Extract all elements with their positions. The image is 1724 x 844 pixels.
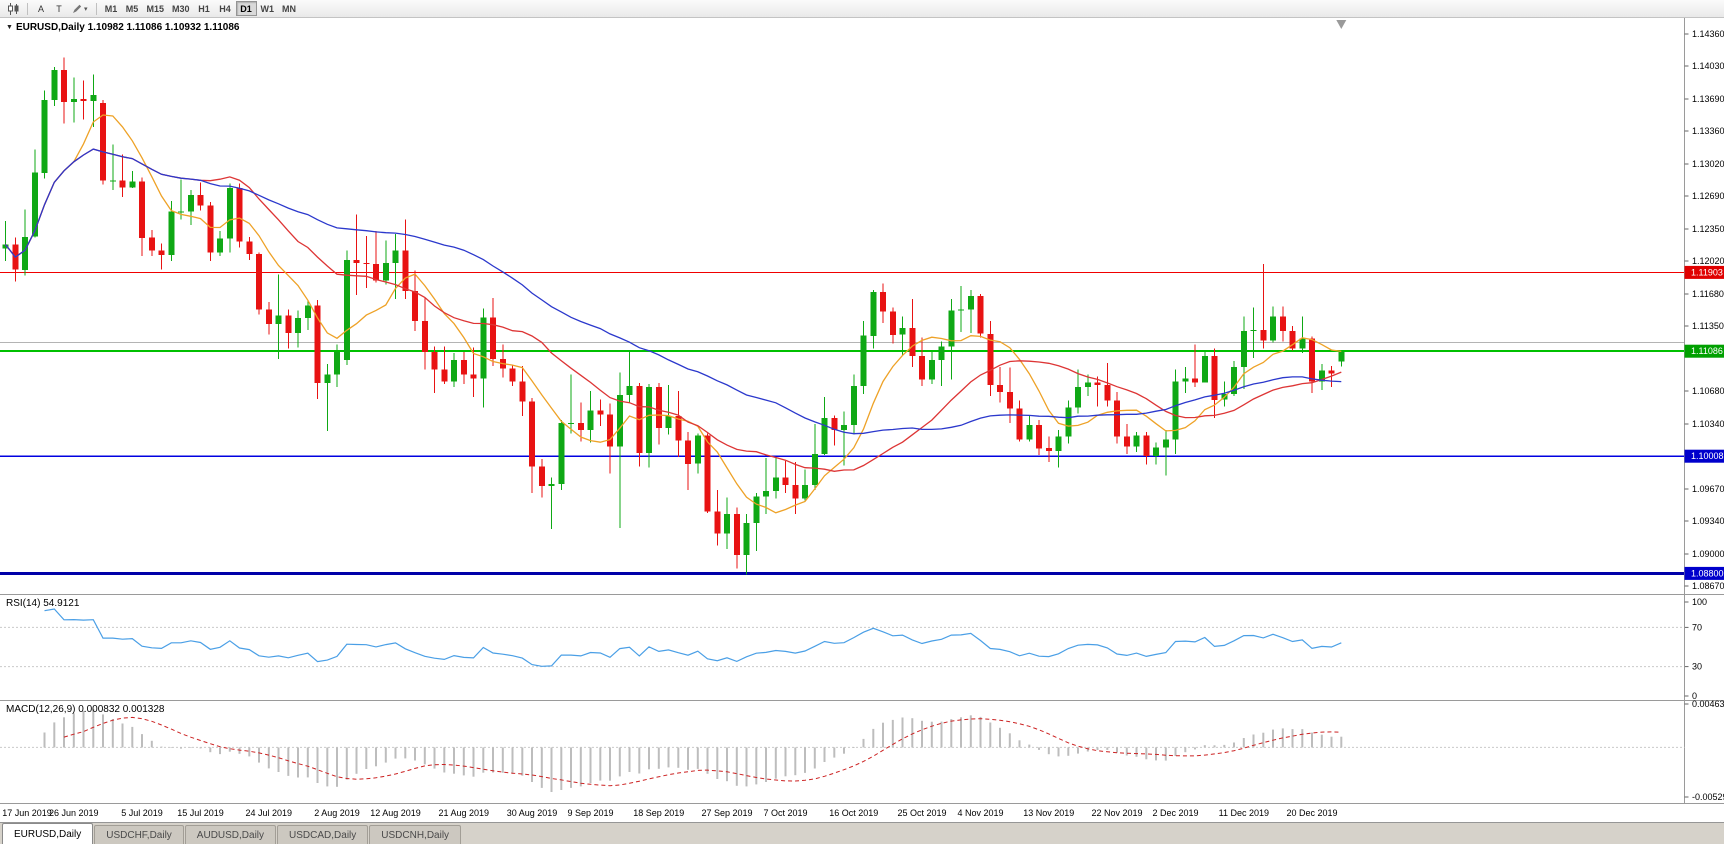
text-label-tool-button[interactable]: A — [37, 3, 44, 14]
svg-text:1.10008: 1.10008 — [1691, 451, 1724, 461]
svg-text:0: 0 — [1692, 691, 1697, 701]
svg-text:20 Dec 2019: 20 Dec 2019 — [1286, 808, 1337, 818]
svg-text:11 Dec 2019: 11 Dec 2019 — [1219, 808, 1269, 818]
svg-text:2 Aug 2019: 2 Aug 2019 — [314, 808, 360, 818]
svg-text:1.12020: 1.12020 — [1692, 256, 1724, 266]
svg-text:12 Aug 2019: 12 Aug 2019 — [370, 808, 421, 818]
svg-text:1.11903: 1.11903 — [1691, 267, 1723, 277]
svg-text:1.09670: 1.09670 — [1692, 484, 1724, 494]
tab-usdcnh-daily[interactable]: USDCNH,Daily — [369, 825, 462, 844]
chart-tabs-bar: EURUSD,Daily USDCHF,Daily AUDUSD,Daily U… — [0, 822, 1724, 844]
chart-shift-marker[interactable] — [1336, 20, 1347, 29]
macd-indicator-label: MACD(12,26,9) 0.000832 0.001328 — [6, 704, 165, 715]
svg-text:1.09000: 1.09000 — [1692, 549, 1724, 559]
tab-audusd-daily[interactable]: AUDUSD,Daily — [184, 825, 277, 844]
svg-text:2 Dec 2019: 2 Dec 2019 — [1152, 808, 1198, 818]
svg-text:21 Aug 2019: 21 Aug 2019 — [439, 808, 490, 818]
panel-separators — [0, 18, 1724, 804]
moving-average-8-line — [4, 114, 1342, 514]
toolbar-separator — [27, 2, 28, 15]
svg-text:16 Oct 2019: 16 Oct 2019 — [829, 808, 878, 818]
top-toolbar: A T ▾ M1 M5 M15 M30 H1 H4 D1 W1 MN — [0, 0, 1724, 18]
tab-usdcad-daily[interactable]: USDCAD,Daily — [277, 825, 369, 844]
svg-text:1.12690: 1.12690 — [1692, 191, 1724, 201]
svg-text:7 Oct 2019: 7 Oct 2019 — [763, 808, 807, 818]
svg-text:1.14030: 1.14030 — [1692, 61, 1724, 71]
price-axis-badges: 1.11903 1.11086 1.10008 1.08800 — [1684, 265, 1724, 580]
timeframe-mn-button[interactable]: MN — [282, 3, 297, 14]
pencil-icon — [73, 4, 82, 13]
svg-text:1.11350: 1.11350 — [1692, 321, 1724, 331]
svg-text:22 Nov 2019: 22 Nov 2019 — [1091, 808, 1142, 818]
chart-type-candles-button[interactable] — [4, 1, 23, 16]
timeframe-m15-button[interactable]: M15 — [146, 3, 165, 14]
timeframe-m30-button[interactable]: M30 — [172, 3, 190, 14]
svg-text:25 Oct 2019: 25 Oct 2019 — [897, 808, 946, 818]
draw-tool-button[interactable]: ▾ — [68, 1, 92, 16]
svg-text:30 Aug 2019: 30 Aug 2019 — [507, 808, 558, 818]
svg-text:13 Nov 2019: 13 Nov 2019 — [1023, 808, 1074, 818]
timeframe-w1-button[interactable]: W1 — [260, 3, 275, 14]
svg-text:9 Sep 2019: 9 Sep 2019 — [567, 808, 613, 818]
svg-text:1.08670: 1.08670 — [1692, 581, 1724, 591]
chart-title-text: EURUSD,Daily 1.10982 1.11086 1.10932 1.1… — [15, 22, 240, 33]
svg-text:0.00463: 0.00463 — [1692, 699, 1724, 709]
svg-text:1.13020: 1.13020 — [1692, 159, 1724, 169]
svg-text:1.10340: 1.10340 — [1692, 419, 1724, 429]
horizontal-level-lines[interactable] — [0, 271, 1685, 575]
svg-text:5 Jul 2019: 5 Jul 2019 — [121, 808, 163, 818]
tab-usdchf-daily[interactable]: USDCHF,Daily — [94, 825, 184, 844]
svg-text:1.13690: 1.13690 — [1692, 94, 1724, 104]
timeframe-h1-button[interactable]: H1 — [198, 3, 210, 14]
svg-text:17 Jun 2019: 17 Jun 2019 — [2, 808, 52, 818]
moving-average-45-line — [4, 148, 1342, 435]
svg-text:30: 30 — [1692, 662, 1702, 672]
axis-scale-labels: 1.14360 1.14030 1.13690 1.13360 1.13020 1.126… — [1684, 29, 1724, 802]
macd-histogram — [43, 708, 1343, 792]
rsi-indicator-label: RSI(14) 54.9121 — [6, 598, 80, 609]
chart-title[interactable]: ▼ EURUSD,Daily 1.10982 1.11086 1.10932 1.… — [6, 22, 239, 33]
timeframe-h4-button[interactable]: H4 — [219, 3, 231, 14]
svg-text:70: 70 — [1692, 622, 1702, 632]
text-tool-button[interactable]: T — [56, 3, 62, 14]
svg-text:1.11086: 1.11086 — [1691, 346, 1723, 356]
svg-text:1.13360: 1.13360 — [1692, 126, 1724, 136]
svg-text:24 Jul 2019: 24 Jul 2019 — [246, 808, 293, 818]
chevron-down-icon: ▾ — [84, 5, 88, 13]
timeframe-m1-button[interactable]: M1 — [104, 3, 118, 14]
svg-text:1.08800: 1.08800 — [1691, 568, 1724, 578]
svg-text:1.12350: 1.12350 — [1692, 224, 1724, 234]
svg-text:1.09340: 1.09340 — [1692, 516, 1724, 526]
svg-text:1.11680: 1.11680 — [1692, 289, 1724, 299]
svg-text:27 Sep 2019: 27 Sep 2019 — [701, 808, 752, 818]
ohlc-dropdown-icon[interactable]: ▼ — [6, 24, 13, 31]
macd-signal-line — [63, 716, 1342, 787]
timeframe-d1-button[interactable]: D1 — [235, 1, 257, 16]
chart-area[interactable]: 1.14360 1.14030 1.13690 1.13360 1.13020 1.126… — [0, 18, 1724, 822]
candlestick-icon — [8, 2, 19, 15]
svg-text:18 Sep 2019: 18 Sep 2019 — [633, 808, 684, 818]
timeframe-m5-button[interactable]: M5 — [125, 3, 139, 14]
svg-text:100: 100 — [1692, 597, 1707, 607]
svg-text:-0.00529: -0.00529 — [1692, 792, 1724, 802]
svg-text:1.10680: 1.10680 — [1692, 386, 1724, 396]
svg-text:1.14360: 1.14360 — [1692, 29, 1724, 39]
svg-text:26 Jun 2019: 26 Jun 2019 — [49, 808, 99, 818]
rsi-line — [44, 608, 1342, 667]
svg-text:4 Nov 2019: 4 Nov 2019 — [957, 808, 1003, 818]
moving-average-21-line — [4, 148, 1342, 472]
tab-eurusd-daily[interactable]: EURUSD,Daily — [2, 823, 94, 844]
svg-text:15 Jul 2019: 15 Jul 2019 — [177, 808, 224, 818]
toolbar-separator — [95, 2, 97, 15]
